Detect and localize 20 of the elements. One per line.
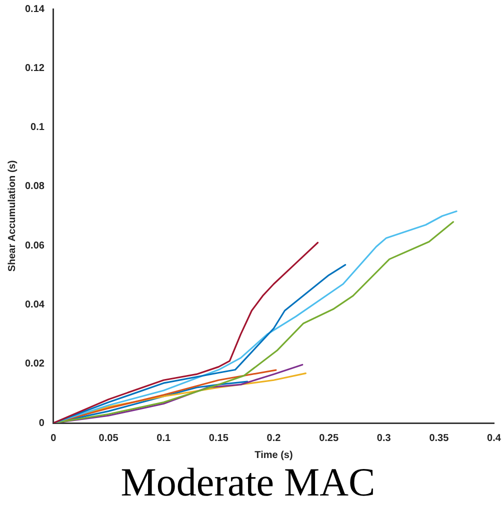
y-tick-label: 0.06 [24, 240, 45, 252]
y-tick-label: 0.12 [24, 62, 45, 74]
x-tick-label: 0.35 [429, 432, 450, 444]
x-tick-label: 0 [50, 432, 57, 444]
x-tick-label: 0.25 [319, 432, 339, 444]
y-axis-title: Shear Accumulation (s) [6, 160, 18, 272]
y-tick-label: 0 [38, 418, 45, 429]
x-axis-title: Time (s) [254, 450, 293, 461]
x-tick-label: 0.15 [208, 432, 229, 444]
x-tick-label: 0.4 [487, 432, 502, 444]
x-tick-label: 0.2 [266, 432, 282, 444]
x-tick-label: 0.3 [376, 432, 392, 444]
y-tick-label: 0.14 [24, 4, 45, 15]
x-tick-label: 0.05 [98, 432, 119, 444]
y-tick-label: 0.1 [30, 122, 45, 134]
y-tick-label: 0.02 [24, 358, 45, 370]
x-tick-label: 0.1 [156, 432, 171, 444]
y-tick-label: 0.04 [24, 299, 45, 310]
y-tick-label: 0.08 [24, 181, 45, 192]
text: Moderate MAC [120, 460, 376, 504]
